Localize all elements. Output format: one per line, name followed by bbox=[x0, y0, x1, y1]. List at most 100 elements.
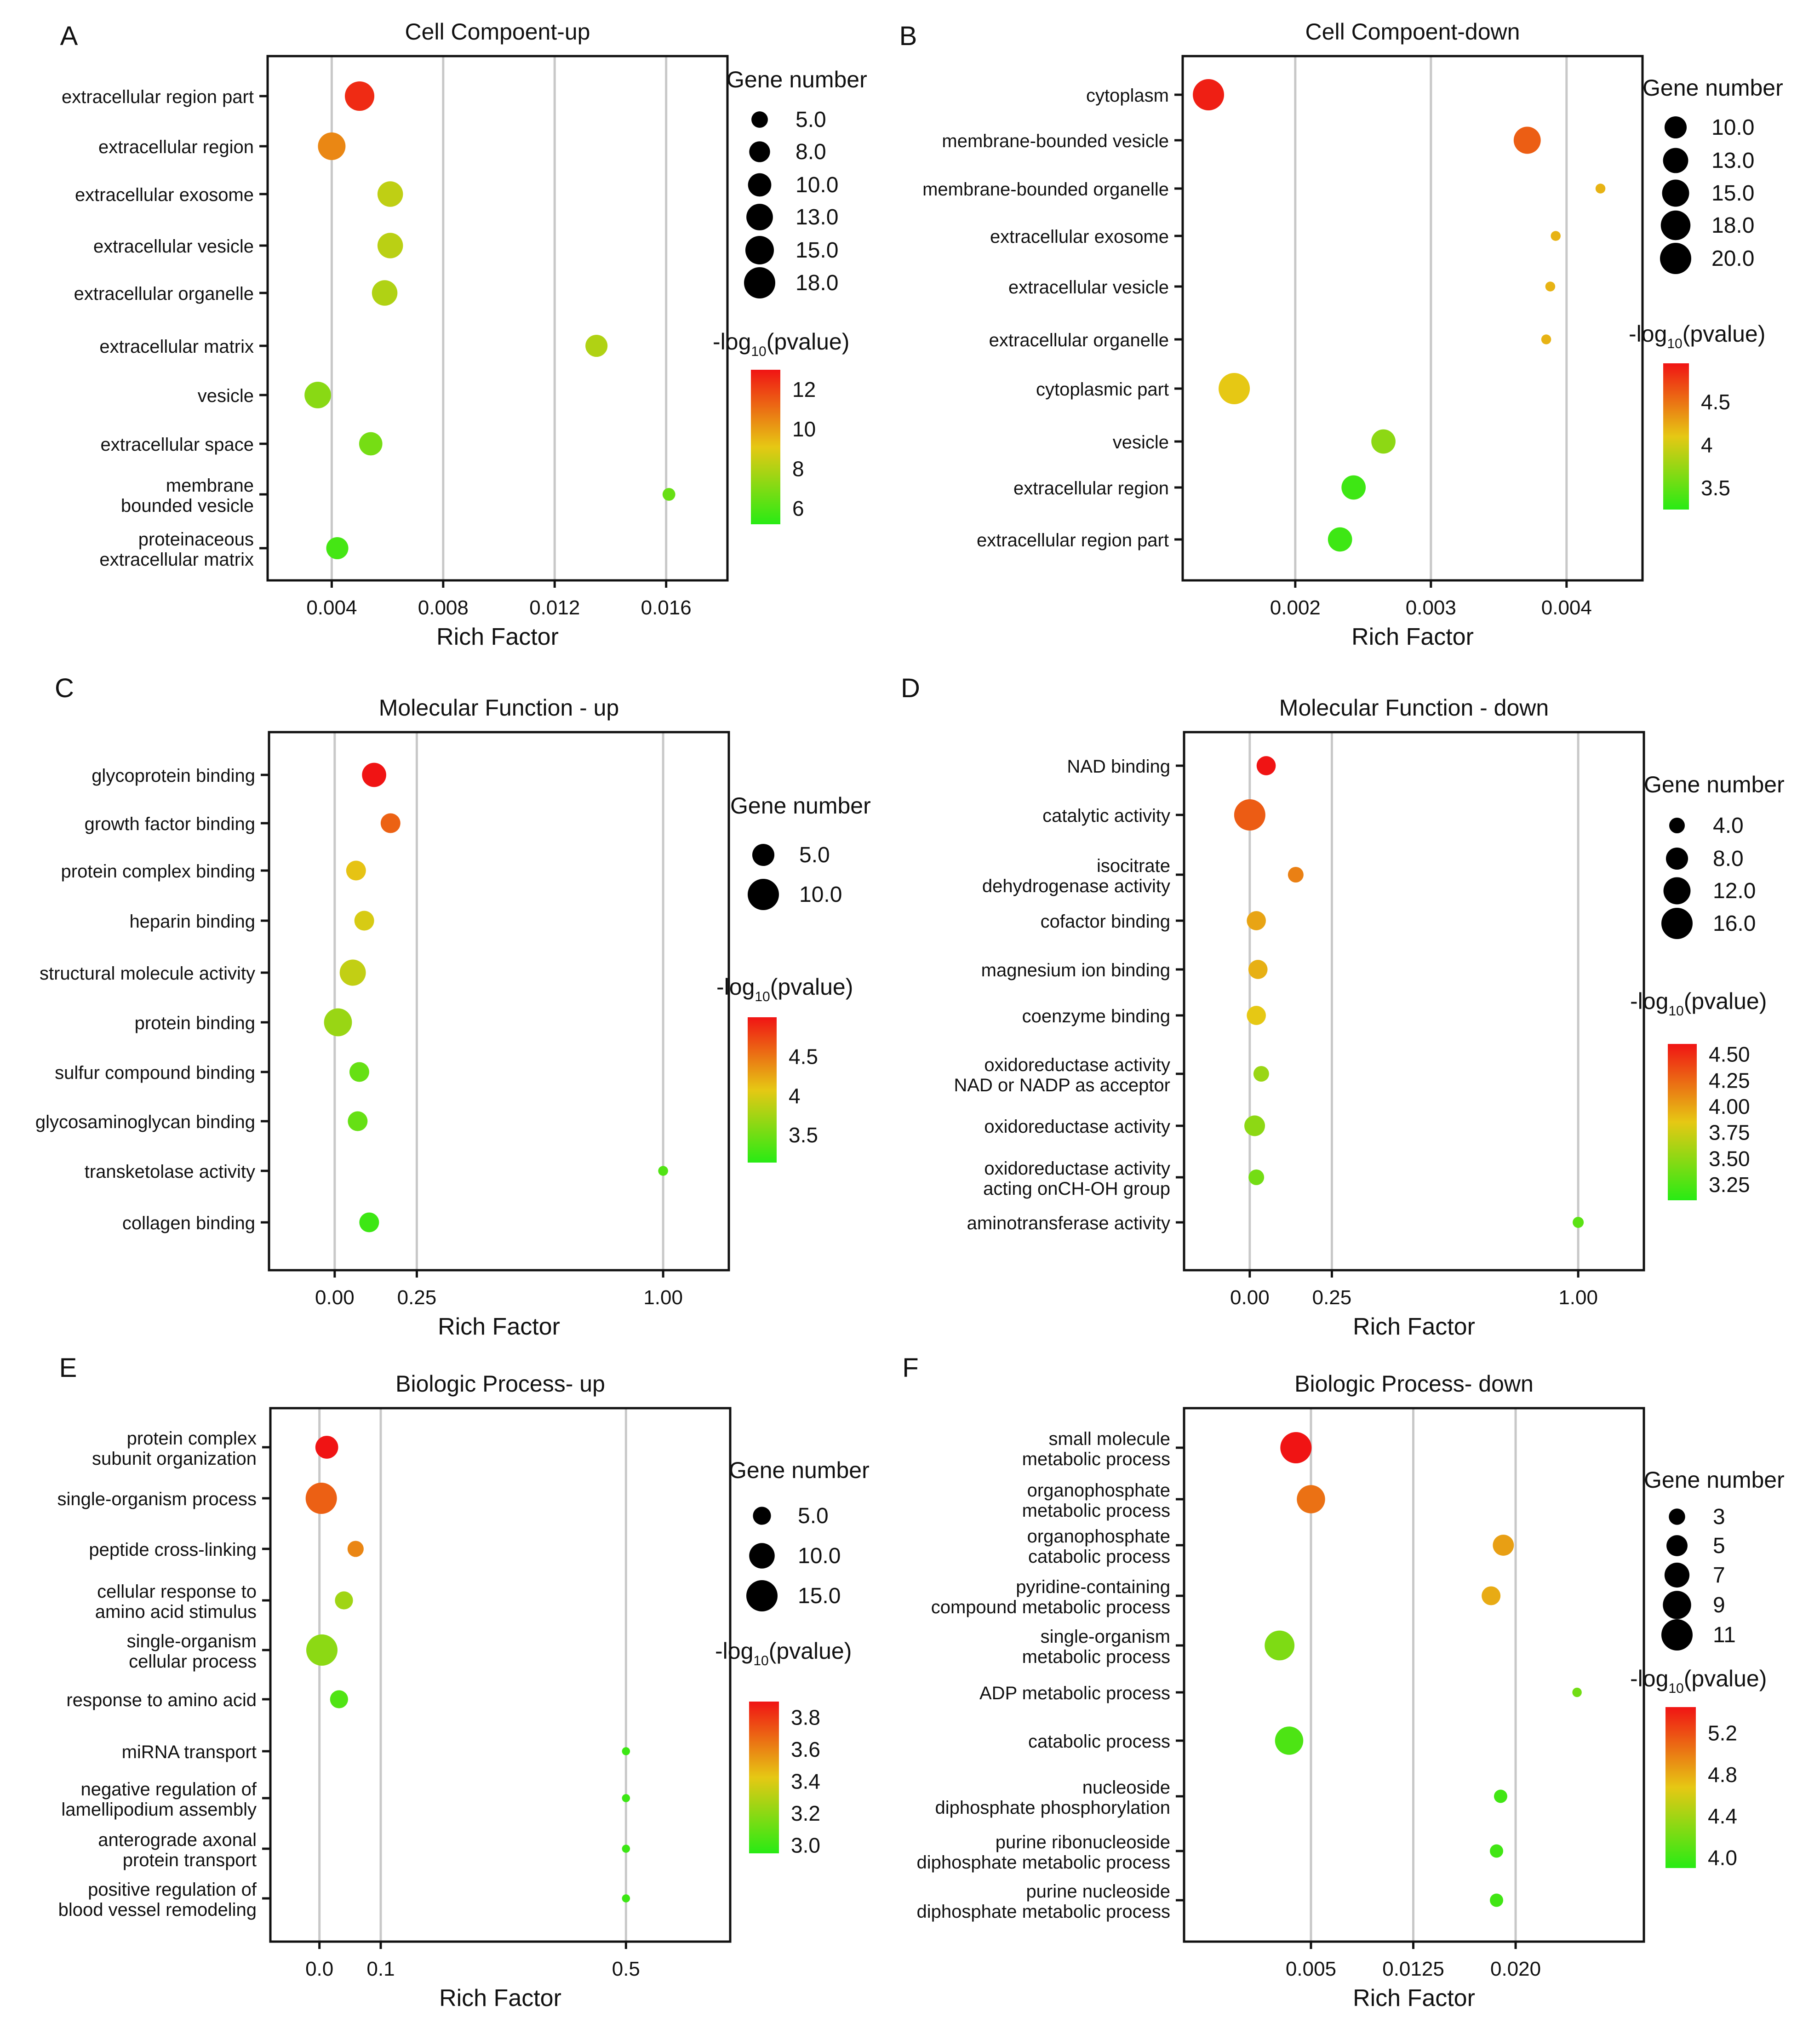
y-tick-label: NAD binding bbox=[1067, 757, 1170, 777]
size-legend-label: 20.0 bbox=[1711, 246, 1754, 271]
x-axis-label: Rich Factor bbox=[1353, 1985, 1475, 2012]
color-legend-tick-label: 3.25 bbox=[1709, 1173, 1750, 1197]
size-legend-label: 18.0 bbox=[796, 271, 838, 295]
size-legend-label: 11 bbox=[1713, 1623, 1736, 1647]
color-legend-tick-label: 12 bbox=[792, 378, 816, 401]
y-tick-label: growth factor binding bbox=[85, 814, 255, 834]
y-tick-label: structural molecule activity bbox=[40, 963, 255, 984]
panel-label: D bbox=[901, 673, 920, 703]
color-bar bbox=[751, 370, 780, 524]
y-tick-label: membrane-bounded organelle bbox=[922, 179, 1169, 200]
size-legend-dot bbox=[752, 843, 775, 866]
x-tick-label: 0.5 bbox=[612, 1958, 640, 1980]
data-point bbox=[1493, 1535, 1514, 1556]
data-point bbox=[1551, 231, 1561, 241]
data-point bbox=[349, 1062, 369, 1082]
y-tick-label: cytoplasmic part bbox=[1036, 379, 1169, 400]
y-tick-label: transketolase activity bbox=[85, 1162, 255, 1182]
color-legend-tick-label: 4.50 bbox=[1709, 1043, 1750, 1066]
y-tick-label: collagen binding bbox=[122, 1213, 255, 1233]
size-legend-dot bbox=[1660, 210, 1691, 241]
y-tick-label: cellular response to amino acid stimulus bbox=[95, 1582, 257, 1622]
color-bar bbox=[1668, 1044, 1697, 1200]
data-point bbox=[1275, 1726, 1304, 1755]
x-tick-label: 0.016 bbox=[641, 596, 692, 619]
y-tick-label: membrane-bounded vesicle bbox=[942, 131, 1169, 151]
size-legend-dot bbox=[1664, 116, 1687, 139]
color-bar bbox=[749, 1702, 779, 1853]
size-legend-label: 18.0 bbox=[1711, 213, 1754, 238]
x-tick-label: 0.00 bbox=[315, 1286, 355, 1309]
data-point bbox=[1573, 1216, 1584, 1228]
size-legend-dot bbox=[746, 204, 773, 230]
panel-label: E bbox=[59, 1353, 77, 1383]
y-tick-label: magnesium ion binding bbox=[981, 960, 1170, 980]
y-tick-label: oxidoreductase activity acting onCH-OH gr… bbox=[983, 1158, 1170, 1199]
data-point bbox=[1341, 475, 1366, 500]
y-tick-label: cofactor binding bbox=[1041, 911, 1170, 932]
y-tick-label: glycoprotein binding bbox=[92, 766, 255, 786]
data-point bbox=[315, 1436, 338, 1459]
y-tick-label: membrane bounded vesicle bbox=[121, 476, 254, 516]
y-tick-label: catabolic process bbox=[1028, 1731, 1170, 1752]
data-point bbox=[1265, 1630, 1295, 1661]
y-tick-label: glycosaminoglycan binding bbox=[35, 1112, 255, 1132]
y-tick-label: extracellular space bbox=[101, 435, 254, 455]
data-point bbox=[585, 334, 608, 357]
data-point bbox=[622, 1747, 630, 1755]
plot-frame bbox=[1183, 731, 1645, 1272]
data-point bbox=[377, 233, 403, 258]
data-point bbox=[306, 1634, 338, 1666]
data-point bbox=[1572, 1687, 1582, 1697]
size-legend-label: 15.0 bbox=[796, 238, 838, 263]
y-tick-label: isocitrate dehydrogenase activity bbox=[982, 856, 1170, 896]
size-legend-label: 3 bbox=[1713, 1505, 1725, 1529]
y-tick-label: vesicle bbox=[198, 386, 254, 406]
size-legend-title: Gene number bbox=[1643, 75, 1783, 101]
x-tick-label: 0.00 bbox=[1230, 1286, 1270, 1309]
size-legend-dot bbox=[1669, 818, 1685, 833]
y-tick-label: extracellular organelle bbox=[989, 330, 1169, 350]
data-point bbox=[1280, 1432, 1312, 1463]
data-point bbox=[658, 1166, 668, 1176]
size-legend-label: 5 bbox=[1713, 1534, 1725, 1558]
color-bar bbox=[1663, 363, 1689, 510]
y-tick-label: extracellular region bbox=[1013, 478, 1169, 499]
y-tick-label: protein complex subunit organization bbox=[92, 1428, 257, 1469]
color-legend-tick-label: 4.8 bbox=[1708, 1763, 1737, 1787]
size-legend-dot bbox=[1663, 1591, 1691, 1619]
size-legend-label: 4.0 bbox=[1713, 814, 1744, 838]
panel-e: E Biologic Process- up 0.0 0.1 0.5 Rich Facto… bbox=[57, 1353, 869, 2012]
panel-a: A Cell Compoent-up 0.004 0.008 0.012 0.016 Ric… bbox=[60, 19, 867, 650]
size-legend-dot bbox=[1664, 1562, 1690, 1588]
panel-label: B bbox=[899, 21, 917, 51]
y-tick-label: aminotransferase activity bbox=[967, 1213, 1170, 1233]
color-legend-tick-label: 3.75 bbox=[1709, 1121, 1750, 1145]
x-tick-label: 0.0 bbox=[305, 1958, 333, 1980]
data-point bbox=[359, 1212, 379, 1232]
data-point bbox=[1513, 126, 1541, 154]
data-point bbox=[326, 537, 349, 560]
x-tick-label: 1.00 bbox=[643, 1286, 683, 1309]
data-point bbox=[318, 132, 346, 160]
y-tick-label: extracellular exosome bbox=[75, 185, 254, 205]
color-legend-tick-label: 10 bbox=[792, 417, 816, 441]
data-point bbox=[359, 432, 383, 456]
size-legend-label: 5.0 bbox=[796, 108, 826, 132]
data-point bbox=[347, 1541, 364, 1557]
color-legend-tick-label: 3.0 bbox=[791, 1834, 820, 1857]
color-legend-title: -log10(pvalue) bbox=[1630, 1666, 1767, 1696]
panel-d: D Molecular Function - down 0.00 0.25 1.00 Ri… bbox=[901, 673, 1785, 1340]
data-point bbox=[380, 813, 401, 833]
color-legend-tick-label: 3.6 bbox=[791, 1737, 820, 1761]
data-point bbox=[324, 1008, 352, 1037]
panel-f: F Biologic Process- down 0.005 0.0125 0.020 R… bbox=[902, 1353, 1784, 2012]
y-tick-label: cytoplasm bbox=[1086, 86, 1169, 106]
size-legend-dot bbox=[753, 1507, 771, 1525]
color-legend-tick-label: 4 bbox=[1701, 433, 1713, 457]
y-tick-label: protein complex binding bbox=[61, 861, 255, 882]
plot-frame bbox=[266, 55, 729, 582]
size-legend-title: Gene number bbox=[1644, 1467, 1785, 1493]
size-legend-dot bbox=[1661, 1619, 1693, 1651]
y-tick-label: pyridine-containing compound metabolic pr… bbox=[931, 1577, 1170, 1617]
